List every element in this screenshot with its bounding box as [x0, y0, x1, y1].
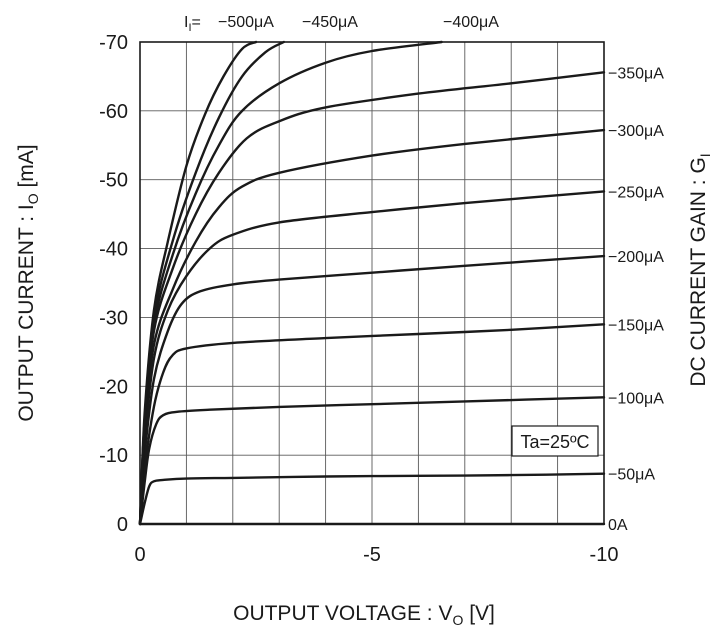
y-tick-label: -20 — [99, 376, 128, 398]
curves — [138, 40, 606, 526]
y-tick-label: -10 — [99, 445, 128, 467]
series-label: 0A — [608, 517, 628, 534]
y-tick-label: -50 — [99, 170, 128, 192]
top-current-prefix-eq: = — [192, 14, 201, 31]
series-label: −150μA — [608, 317, 664, 334]
y2-axis-title-sub: I — [697, 153, 713, 157]
temperature-annotation-text: Ta=25ºC — [520, 432, 589, 452]
x-axis-title-unit: [V] — [463, 602, 495, 625]
series-label: −200μA — [608, 249, 664, 266]
top-current-prefix: II= — [184, 14, 201, 34]
series-label: −450μA — [302, 14, 358, 31]
x-axis-title: OUTPUT VOLTAGE : VO [V] — [233, 602, 495, 628]
series-line — [138, 190, 606, 526]
y-axis-title-sub: O — [25, 193, 41, 204]
series-label: −400μA — [443, 14, 499, 31]
plot-area — [139, 41, 605, 525]
y-axis-title: OUTPUT CURRENT : IO [mA] — [15, 144, 41, 421]
series-label: −350μA — [608, 65, 664, 82]
y-axis-title-main: OUTPUT CURRENT : I — [15, 204, 38, 421]
series-line — [138, 40, 258, 526]
series-line — [138, 40, 285, 526]
top-current-prefix-main: I — [184, 14, 188, 31]
series-label: −500μA — [218, 14, 274, 31]
y2-axis-title-main: DC CURRENT GAIN : G — [687, 157, 710, 386]
series-line — [138, 254, 606, 526]
series-label: −100μA — [608, 390, 664, 407]
series-line — [138, 472, 606, 526]
curve-labels: 0A −50μA −100μA −150μA −200μA −250μA −300μA −35… — [218, 14, 664, 534]
series-line — [138, 323, 606, 526]
y-tick-label: -60 — [99, 101, 128, 123]
top-current-prefix-sub: I — [188, 22, 191, 34]
x-tick-label: -5 — [363, 544, 381, 566]
y-tick-labels: 0 -10 -20 -30 -40 -50 -60 -70 — [99, 32, 128, 536]
y-tick-label: -40 — [99, 239, 128, 261]
x-axis-title-sub: O — [452, 612, 463, 628]
series-line — [138, 396, 606, 526]
y2-axis-title: DC CURRENT GAIN : GI — [687, 153, 713, 386]
x-tick-label: -10 — [590, 544, 619, 566]
x-tick-label: 0 — [134, 544, 145, 566]
series-label: −50μA — [608, 467, 655, 484]
y-tick-label: -30 — [99, 307, 128, 329]
y-tick-label: 0 — [117, 514, 128, 536]
grid — [140, 42, 604, 524]
series-label: −300μA — [608, 123, 664, 140]
series-line — [138, 40, 443, 526]
x-tick-labels: 0 -5 -10 — [134, 544, 618, 566]
y-axis-title-unit: [mA] — [15, 144, 38, 193]
y-tick-label: -70 — [99, 32, 128, 54]
series-label: −250μA — [608, 184, 664, 201]
x-axis-title-main: OUTPUT VOLTAGE : V — [233, 602, 452, 625]
temperature-annotation: Ta=25ºC — [511, 425, 599, 457]
